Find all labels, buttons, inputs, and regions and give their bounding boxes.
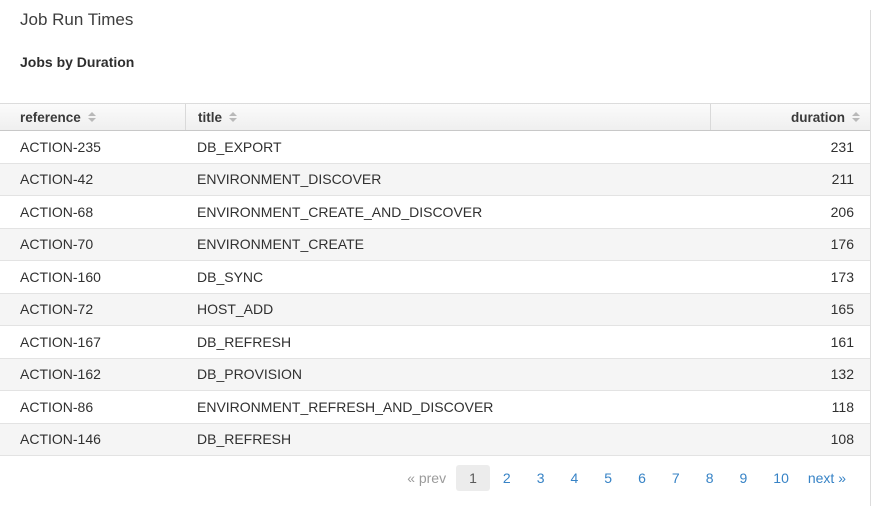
pagination-page-10[interactable]: 10 [773, 470, 789, 486]
sort-icon [852, 112, 860, 122]
cell-duration: 211 [831, 171, 854, 188]
cell-duration: 206 [830, 203, 854, 220]
pagination: « prev 1 2 3 4 5 6 7 8 9 10 next » [0, 456, 870, 500]
cell-reference: ACTION-162 [20, 366, 101, 383]
cell-reference: ACTION-160 [20, 268, 101, 285]
column-header-reference[interactable]: reference [0, 104, 185, 130]
column-header-duration[interactable]: duration [710, 104, 870, 130]
table-row: ACTION-68 ENVIRONMENT_CREATE_AND_DISCOVER… [0, 196, 870, 229]
column-header-reference-label: reference [20, 109, 81, 125]
cell-duration: 118 [831, 398, 854, 415]
cell-duration: 161 [830, 333, 854, 350]
page-title: Job Run Times [20, 10, 134, 29]
table-row: ACTION-235 DB_EXPORT 231 [0, 131, 870, 164]
cell-title: DB_EXPORT [197, 138, 282, 155]
jobs-table: reference title duration ACTION-235 DB_EX… [0, 103, 870, 456]
sort-icon [229, 112, 238, 122]
column-header-title-label: title [198, 109, 223, 125]
cell-title: DB_REFRESH [197, 431, 292, 448]
table-row: ACTION-146 DB_REFRESH 108 [0, 423, 870, 456]
cell-title: DB_SYNC [197, 268, 264, 285]
cell-reference: ACTION-42 [20, 171, 94, 188]
pagination-page-5[interactable]: 5 [604, 470, 613, 486]
cell-duration: 108 [830, 431, 854, 448]
cell-title: DB_REFRESH [197, 333, 292, 350]
pagination-prev[interactable]: « prev [407, 470, 447, 486]
cell-reference: ACTION-146 [20, 431, 101, 448]
cell-duration: 176 [830, 236, 854, 253]
cell-reference: ACTION-167 [20, 333, 101, 350]
table-header-row: reference title duration [0, 103, 870, 131]
cell-duration: 165 [830, 301, 854, 318]
table-row: ACTION-160 DB_SYNC 173 [0, 261, 870, 294]
pagination-pages: 1 2 3 4 5 6 7 8 9 10 [456, 465, 802, 491]
pagination-page-2[interactable]: 2 [502, 470, 511, 486]
cell-duration: 173 [830, 268, 854, 285]
cell-duration: 231 [830, 138, 854, 155]
column-header-duration-label: duration [791, 109, 845, 125]
cell-title: HOST_ADD [197, 301, 274, 318]
cell-title: ENVIRONMENT_DISCOVER [197, 171, 382, 188]
column-header-title[interactable]: title [185, 104, 710, 130]
cell-title: ENVIRONMENT_REFRESH_AND_DISCOVER [197, 398, 494, 415]
pagination-page-1[interactable]: 1 [456, 465, 490, 491]
table-row: ACTION-42 ENVIRONMENT_DISCOVER 211 [0, 163, 870, 196]
cell-reference: ACTION-235 [20, 138, 101, 155]
cell-reference: ACTION-70 [20, 236, 94, 253]
table-row: ACTION-72 HOST_ADD 165 [0, 293, 870, 326]
pagination-page-9[interactable]: 9 [739, 470, 748, 486]
cell-title: ENVIRONMENT_CREATE_AND_DISCOVER [197, 203, 483, 220]
cell-duration: 132 [830, 366, 854, 383]
table-row: ACTION-167 DB_REFRESH 161 [0, 326, 870, 359]
cell-title: ENVIRONMENT_CREATE [197, 236, 364, 253]
pagination-page-4[interactable]: 4 [570, 470, 579, 486]
cell-reference: ACTION-68 [20, 203, 94, 220]
table-row: ACTION-70 ENVIRONMENT_CREATE 176 [0, 228, 870, 261]
table-body: ACTION-235 DB_EXPORT 231 ACTION-42 ENVIRONME… [0, 131, 870, 456]
pagination-next[interactable]: next » [807, 470, 846, 486]
cell-title: DB_PROVISION [197, 366, 303, 383]
pagination-page-7[interactable]: 7 [671, 470, 680, 486]
cell-reference: ACTION-86 [20, 398, 94, 415]
pagination-page-6[interactable]: 6 [638, 470, 646, 486]
sort-icon [87, 112, 96, 122]
section-title: Jobs by Duration [20, 54, 135, 70]
pagination-page-8[interactable]: 8 [705, 470, 714, 486]
cell-reference: ACTION-72 [20, 301, 94, 318]
job-run-times-panel: Job Run Times Jobs by Duration reference… [0, 10, 871, 506]
table-row: ACTION-86 ENVIRONMENT_REFRESH_AND_DISCOVE… [0, 391, 870, 424]
pagination-page-3[interactable]: 3 [536, 470, 545, 486]
table-row: ACTION-162 DB_PROVISION 132 [0, 358, 870, 391]
